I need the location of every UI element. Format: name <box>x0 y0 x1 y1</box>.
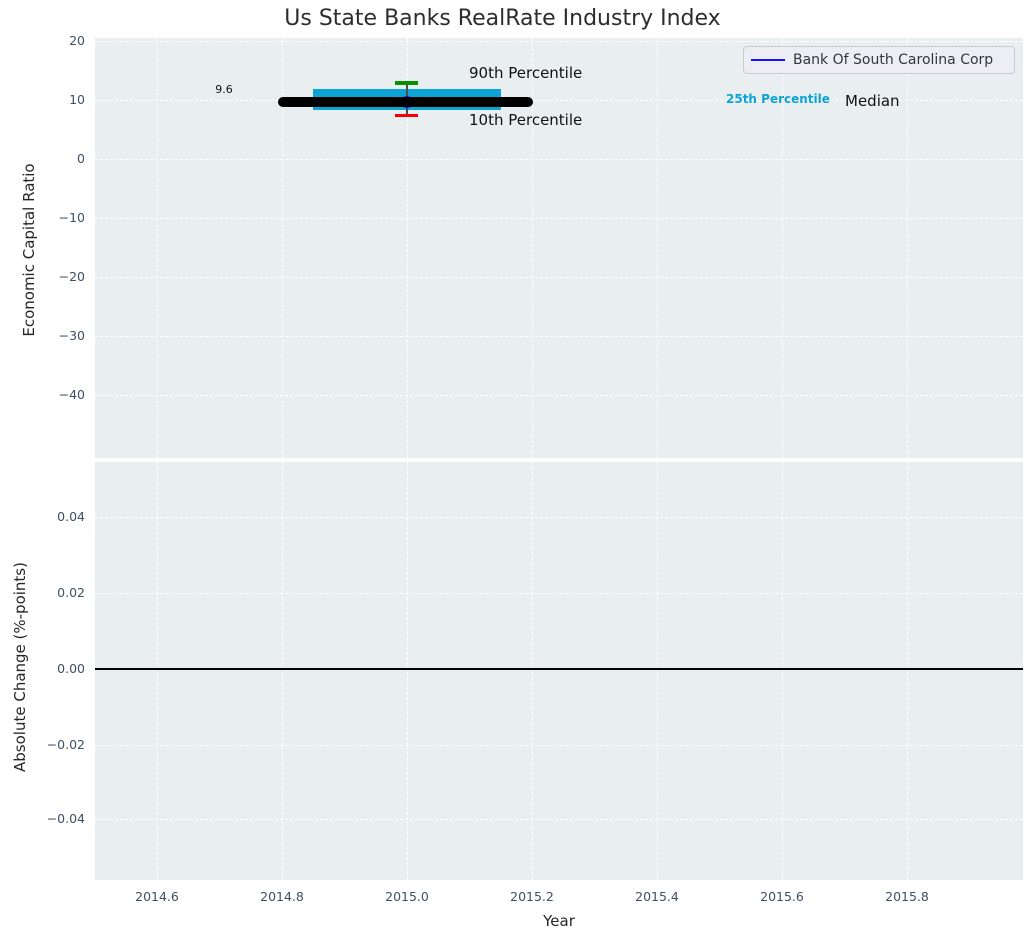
xtick-label: 2015.0 <box>385 889 429 904</box>
gridline-horizontal <box>95 819 1023 820</box>
gridline-horizontal <box>95 517 1023 518</box>
ytick-label: −10 <box>58 210 85 225</box>
gridline-vertical <box>782 38 783 458</box>
gridline-horizontal <box>95 593 1023 594</box>
gridline-horizontal <box>95 41 1023 42</box>
xtick-label: 2015.6 <box>760 889 804 904</box>
gridline-vertical <box>157 38 158 458</box>
annotation-25th-percentile: 25th Percentile <box>726 92 830 106</box>
zero-change-line <box>95 668 1023 670</box>
xtick-label: 2015.8 <box>885 889 929 904</box>
xtick-label: 2015.2 <box>510 889 554 904</box>
ytick-label: −0.04 <box>46 811 85 826</box>
xtick-label: 2014.6 <box>135 889 179 904</box>
gridline-vertical <box>907 38 908 458</box>
ytick-label: 0.02 <box>57 585 85 600</box>
percentile-10-cap <box>395 113 418 117</box>
legend-entry-label: Bank Of South Carolina Corp <box>793 52 994 68</box>
gridline-horizontal <box>95 277 1023 278</box>
gridline-horizontal <box>95 159 1023 160</box>
ytick-label: 10 <box>69 92 85 107</box>
ytick-label: −0.02 <box>46 737 85 752</box>
top-axes: 9.6 90th Percentile 10th Percentile 25th… <box>95 38 1023 458</box>
xtick-label: 2014.8 <box>260 889 304 904</box>
median-value-label: 9.6 <box>215 83 233 96</box>
annotation-median: Median <box>845 92 900 110</box>
gridline-vertical <box>282 38 283 458</box>
gridline-horizontal <box>95 218 1023 219</box>
percentile-90-cap <box>395 81 418 85</box>
gridline-vertical <box>282 462 283 880</box>
annotation-90th-percentile: 90th Percentile <box>469 64 583 82</box>
annotation-10th-percentile: 10th Percentile <box>469 111 583 129</box>
xtick-label: 2015.4 <box>635 889 679 904</box>
gridline-vertical <box>407 38 408 458</box>
ytick-label: 0 <box>77 151 85 166</box>
gridline-vertical <box>907 462 908 880</box>
gridline-vertical <box>407 462 408 880</box>
gridline-vertical <box>532 38 533 458</box>
ytick-label: 0.04 <box>57 509 85 524</box>
gridline-horizontal <box>95 745 1023 746</box>
ytick-label: 20 <box>69 33 85 48</box>
legend: Bank Of South Carolina Corp <box>743 46 1015 74</box>
median-line <box>278 96 533 107</box>
gridline-vertical <box>532 462 533 880</box>
ytick-label: −20 <box>58 269 85 284</box>
x-axis-label: Year <box>543 912 575 930</box>
gridline-vertical <box>157 462 158 880</box>
ytick-label: −30 <box>58 328 85 343</box>
bottom-y-axis-label: Absolute Change (%-points) <box>11 562 29 772</box>
gridline-vertical <box>782 462 783 880</box>
gridline-horizontal <box>95 395 1023 396</box>
gridline-vertical <box>657 38 658 458</box>
gridline-horizontal <box>95 100 1023 101</box>
chart-title: Us State Banks RealRate Industry Index <box>284 6 721 31</box>
ytick-label: −40 <box>58 387 85 402</box>
gridline-vertical <box>657 462 658 880</box>
bottom-axes <box>95 462 1023 880</box>
legend-line-sample <box>751 58 785 62</box>
ytick-label: 0.00 <box>57 661 85 676</box>
top-y-axis-label: Economic Capital Ratio <box>20 163 38 337</box>
gridline-horizontal <box>95 336 1023 337</box>
